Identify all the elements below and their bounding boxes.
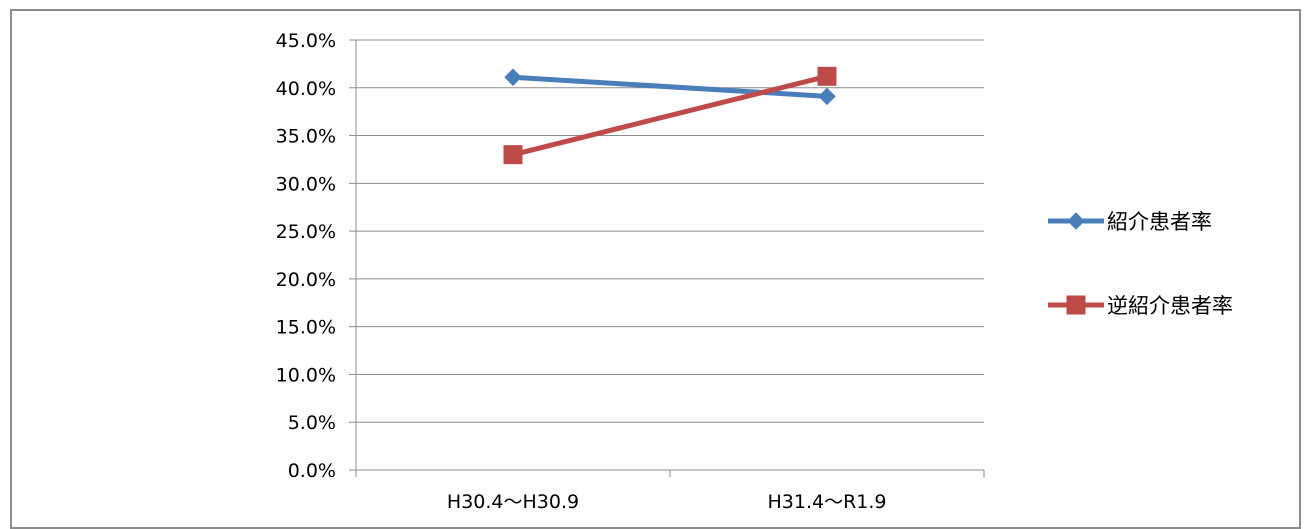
square-marker [817,66,837,86]
y-axis-tick-labels: 0.0% 5.0% 10.0% 15.0% 20.0% 25.0% 30.0% 35.0% 40… [276,30,336,482]
legend-label: 逆紹介患者率 [1107,294,1233,318]
legend-marker-icon [1067,212,1085,230]
y-tick-label: 35.0% [276,126,336,148]
series-line [512,73,828,158]
series-1 [504,68,836,106]
y-tick-label: 10.0% [276,364,336,386]
y-tick-label: 40.0% [276,78,336,100]
square-marker [503,145,523,165]
y-tick-label: 25.0% [276,221,336,243]
y-tick-label: 20.0% [276,269,336,291]
x-axis-tick-labels: H30.4～H30.9 H31.4～R1.9 [447,491,887,513]
axes [349,39,985,477]
legend-item-2: 逆紹介患者率 [1048,294,1233,318]
series-2 [503,66,837,165]
diamond-marker [818,87,836,106]
y-tick-label: 5.0% [288,412,336,434]
legend-item-1: 紹介患者率 [1048,210,1212,234]
y-tick-label: 45.0% [276,30,336,52]
series-line [512,74,828,99]
chart-frame [10,9,1301,529]
x-tick-label: H31.4～R1.9 [767,491,886,513]
legend-label: 紹介患者率 [1107,210,1212,234]
data-series [503,66,837,165]
y-tick-label: 30.0% [276,173,336,195]
legend-marker-icon [1066,295,1086,315]
y-tick-label: 15.0% [276,317,336,339]
x-tick-label: H30.4～H30.9 [447,491,579,513]
gridlines [356,39,984,423]
y-tick-label: 0.0% [288,460,336,482]
diamond-marker [504,68,522,86]
